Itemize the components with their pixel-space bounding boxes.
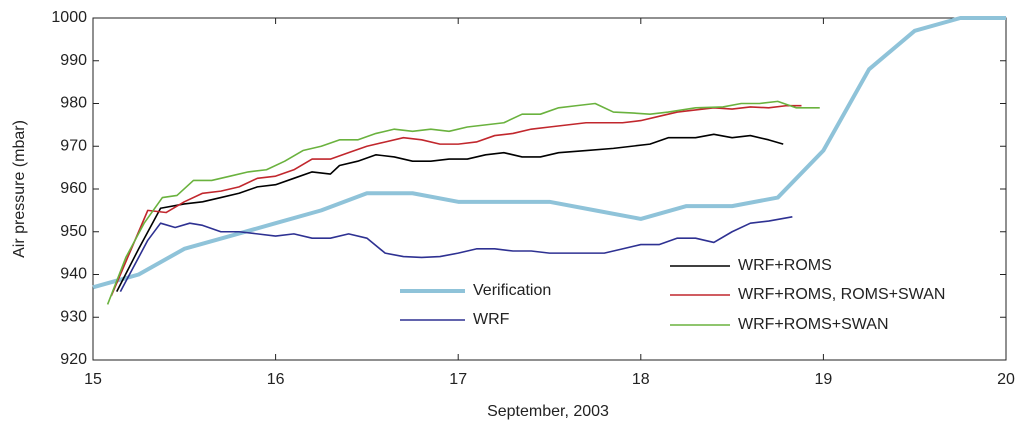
series-line: [119, 216, 793, 292]
y-tick-label: 970: [60, 137, 87, 154]
y-tick-label: 990: [60, 52, 87, 69]
y-tick-label: 980: [60, 95, 87, 112]
x-axis-label: September, 2003: [487, 403, 609, 420]
legend-label: WRF+ROMS: [738, 257, 832, 274]
x-tick-label: 19: [815, 371, 833, 388]
y-tick-label: 930: [60, 308, 87, 325]
legend-label: WRF: [473, 311, 510, 328]
y-tick-label: 950: [60, 223, 87, 240]
x-tick-label: 18: [632, 371, 650, 388]
y-tick-label: 920: [60, 351, 87, 368]
series-line: [106, 100, 820, 305]
y-axis-label: Air pressure (mbar): [11, 120, 28, 258]
series-line: [92, 16, 1006, 290]
x-tick-label: 15: [84, 371, 102, 388]
legend-label: WRF+ROMS, ROMS+SWAN: [738, 286, 945, 303]
y-tick-label: 960: [60, 180, 87, 197]
y-tick-label: 1000: [51, 9, 87, 26]
x-tick-label: 17: [449, 371, 467, 388]
y-tick-label: 940: [60, 266, 87, 283]
legend-label: Verification: [473, 282, 551, 299]
series-line: [110, 104, 802, 297]
series-line: [116, 133, 784, 292]
x-tick-label: 20: [997, 371, 1015, 388]
legend-label: WRF+ROMS+SWAN: [738, 316, 889, 333]
x-tick-label: 16: [267, 371, 285, 388]
